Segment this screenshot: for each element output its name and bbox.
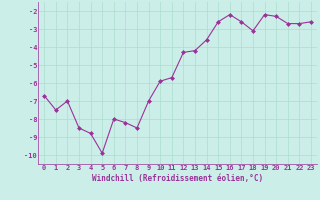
X-axis label: Windchill (Refroidissement éolien,°C): Windchill (Refroidissement éolien,°C)	[92, 174, 263, 183]
